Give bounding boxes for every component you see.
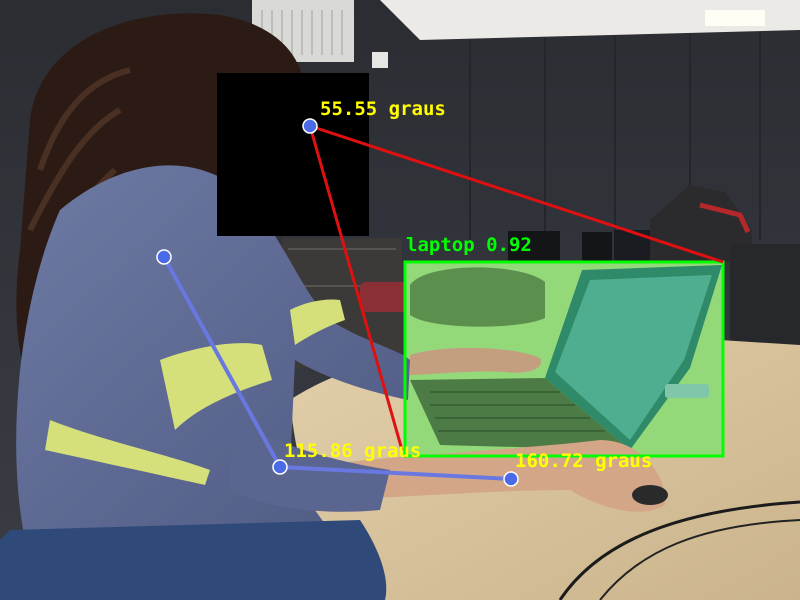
backpack	[650, 185, 752, 262]
left-hand	[410, 347, 541, 375]
head-angle-label: 55.55 graus	[320, 98, 446, 120]
reflective-stripe	[45, 420, 210, 485]
mouse	[632, 485, 668, 505]
reflective-stripe	[160, 343, 272, 430]
forearm-sleeve	[230, 420, 390, 512]
monitor	[582, 232, 612, 262]
keypoint-shoulder	[156, 249, 172, 265]
wall-outlet	[372, 52, 388, 68]
wrist-angle-label: 160.72 graus	[515, 450, 653, 472]
jeans	[0, 520, 387, 600]
ceiling-light	[705, 10, 765, 26]
keypoint-wrist	[503, 471, 519, 487]
cable	[558, 500, 800, 600]
keypoint-elbow	[272, 459, 288, 475]
elbow-angle-label: 115.86 graus	[284, 440, 422, 462]
laptop-detection-label: laptop 0.92	[406, 234, 532, 256]
ceiling	[380, 0, 800, 40]
monitor	[614, 230, 654, 262]
phone	[665, 384, 709, 398]
keypoint-head	[302, 118, 318, 134]
reflective-stripe	[290, 299, 345, 345]
red-chair	[360, 282, 410, 312]
black-bag	[410, 267, 545, 327]
laptop-detection-box	[403, 260, 725, 458]
laptop-keyboard	[410, 378, 630, 450]
face-mask	[217, 73, 369, 236]
